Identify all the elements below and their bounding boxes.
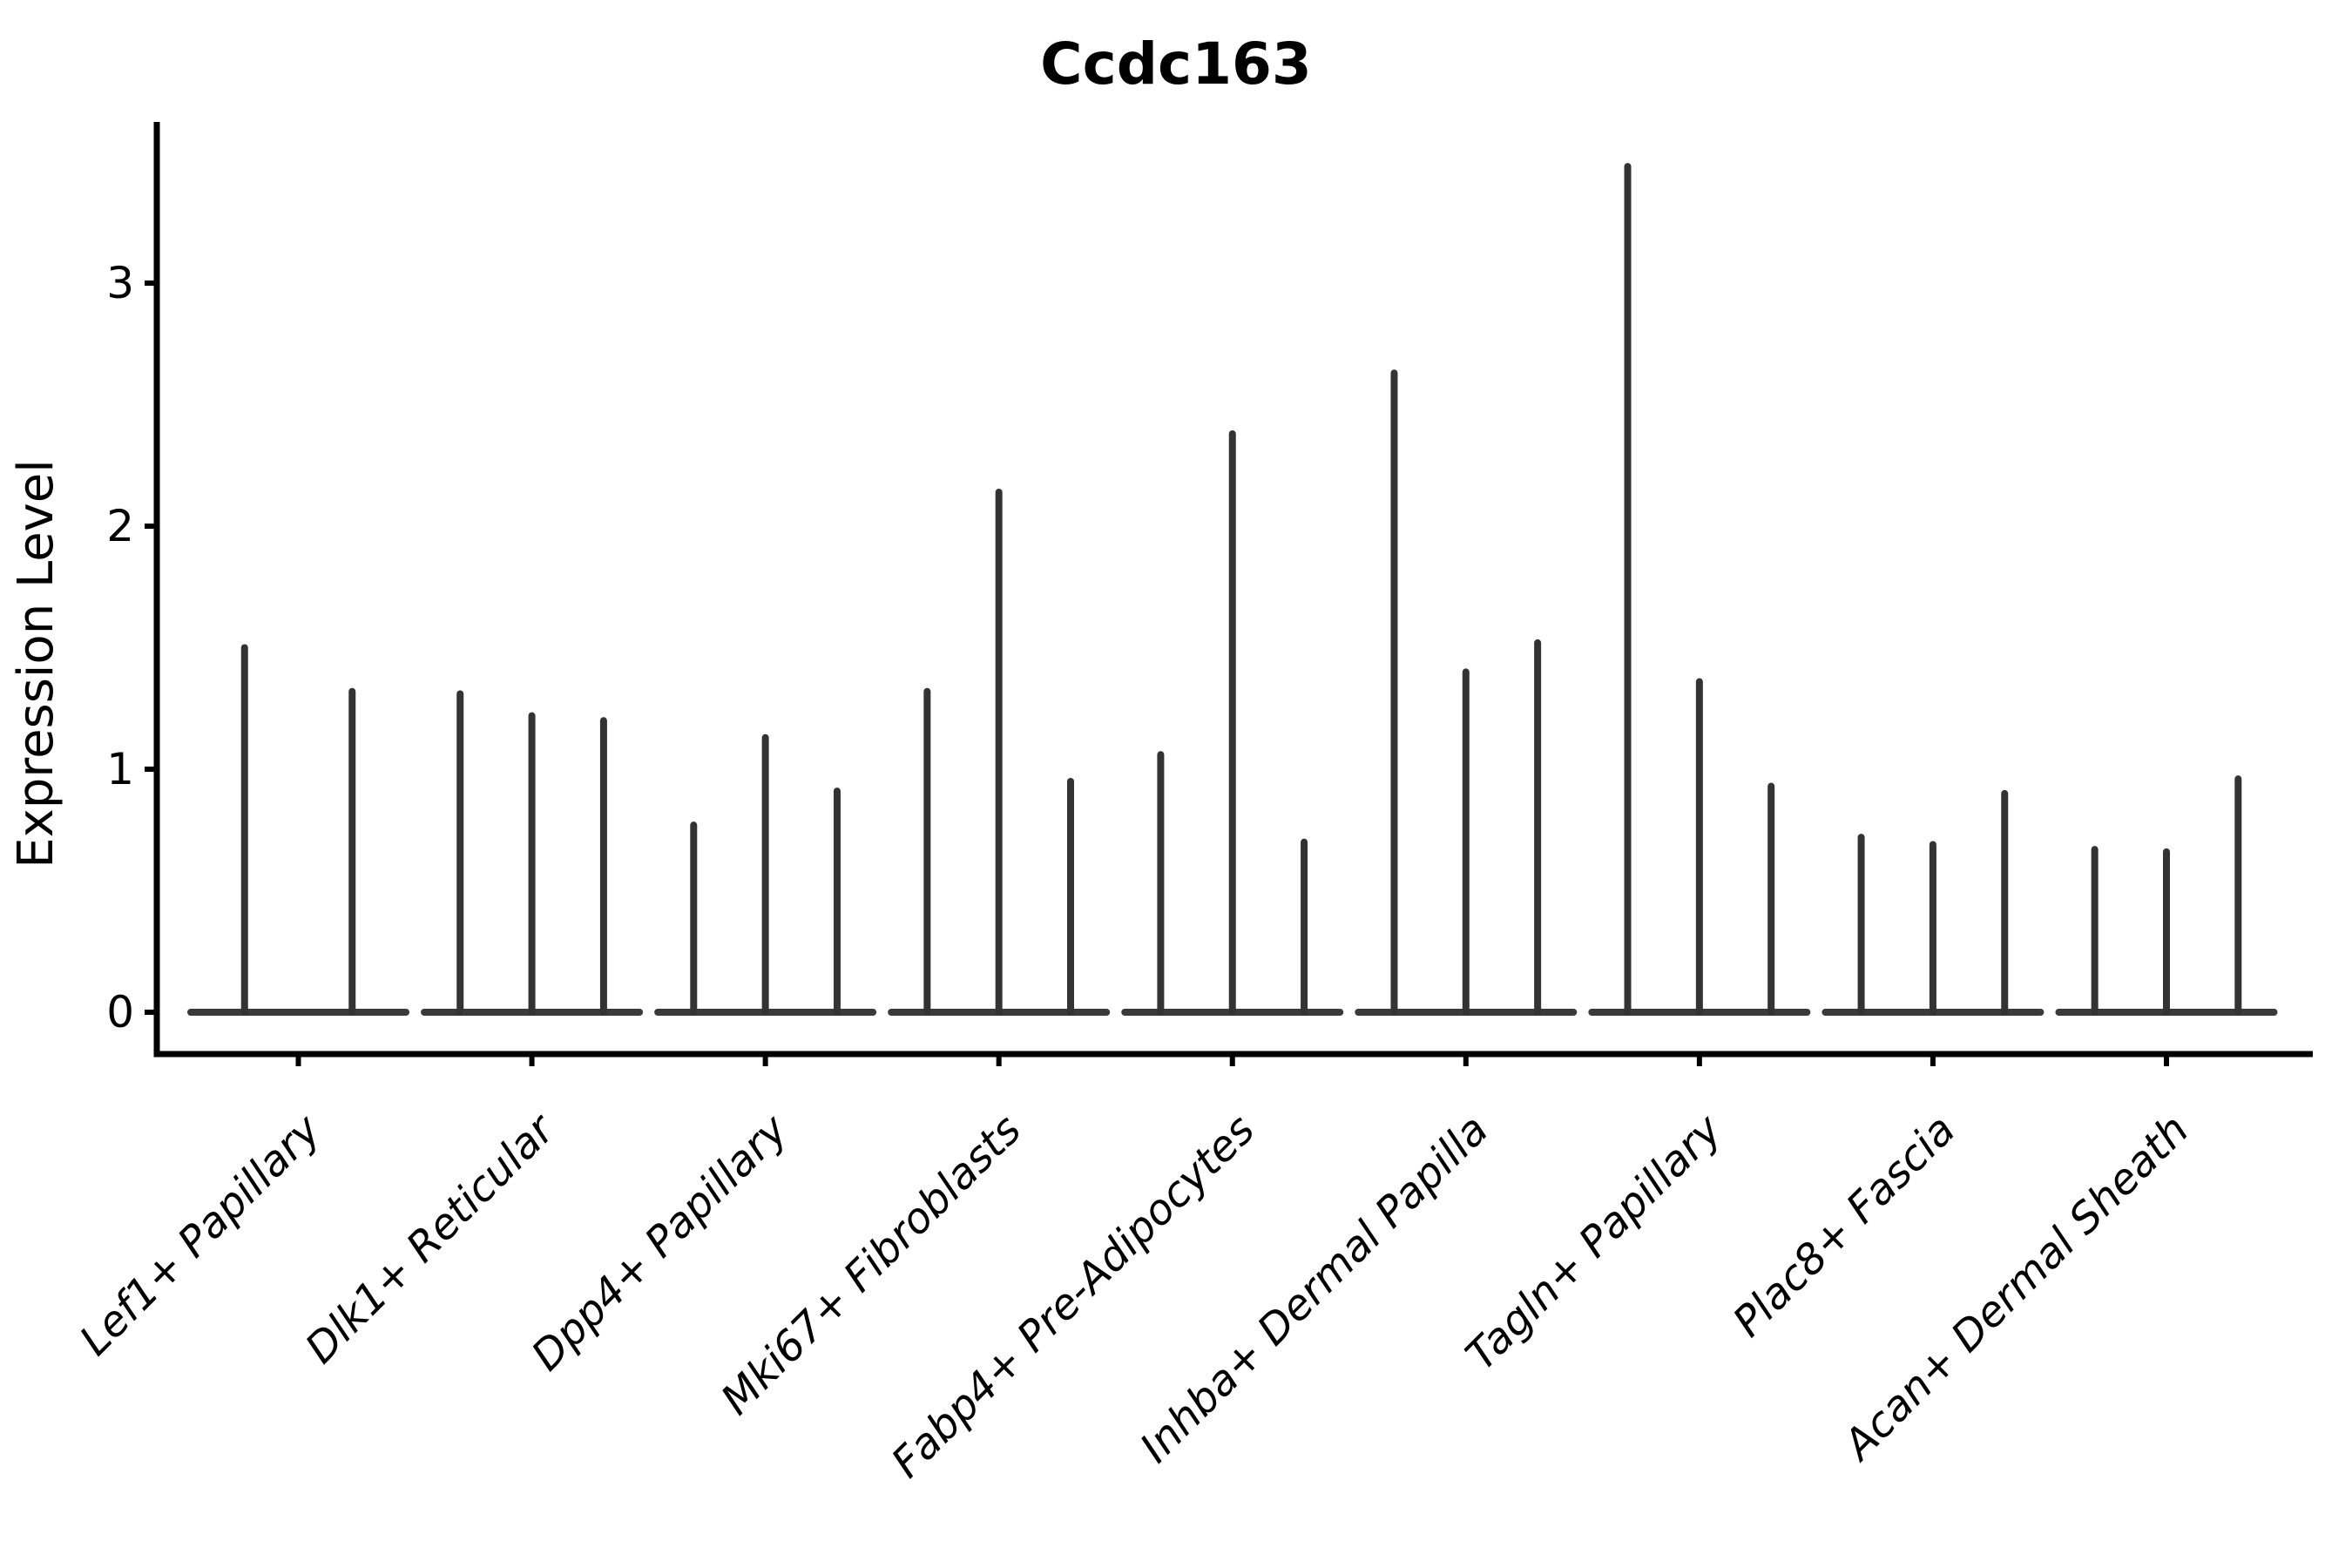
y-tick-label: 0 bbox=[106, 987, 134, 1037]
y-axis-label: Expression Level bbox=[8, 459, 64, 868]
x-tick-label: Dlk1+ Reticular bbox=[296, 1104, 566, 1374]
x-tick-label: Lef1+ Papillary bbox=[71, 1105, 331, 1365]
x-tick-label: Dpp4+ Papillary bbox=[523, 1105, 798, 1380]
y-tick-label: 1 bbox=[106, 744, 134, 794]
y-tick-label: 3 bbox=[106, 258, 134, 308]
y-tick-label: 2 bbox=[106, 501, 134, 551]
x-tick-label: Tagln+ Papillary bbox=[1456, 1105, 1732, 1380]
chart-title: Ccdc163 bbox=[1040, 30, 1312, 98]
x-tick-label: Plac8+ Fascia bbox=[1724, 1105, 1965, 1347]
